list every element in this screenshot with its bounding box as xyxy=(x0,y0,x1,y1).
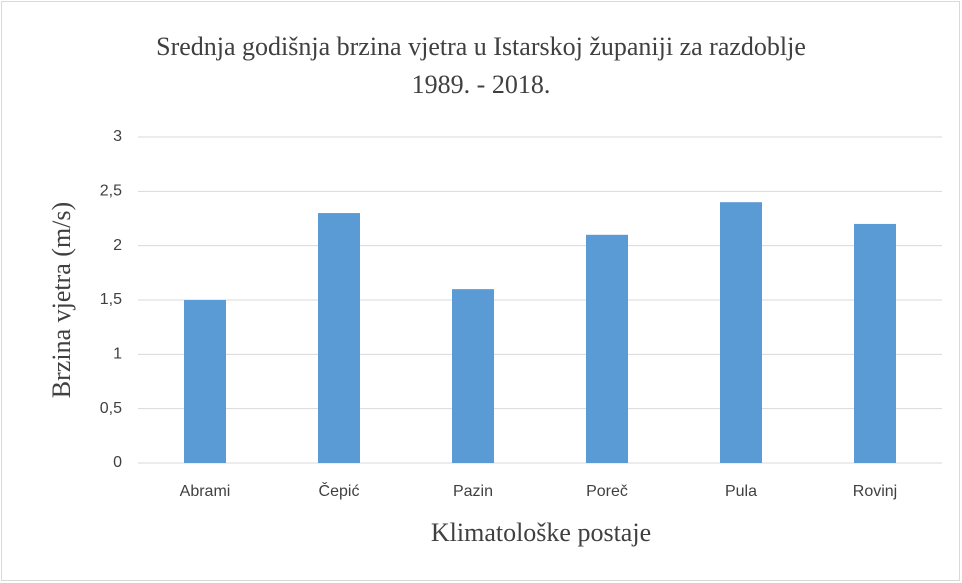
x-tick-label: Čepić xyxy=(319,481,360,500)
y-axis-label: Brzina vjetra (m/s) xyxy=(47,202,76,398)
x-tick-label: Pula xyxy=(725,483,757,500)
y-tick-label: 2,5 xyxy=(100,183,122,200)
x-tick-label: Rovinj xyxy=(853,483,897,500)
bar xyxy=(586,234,628,463)
y-tick-label: 3 xyxy=(113,128,122,145)
x-tick-label: Abrami xyxy=(180,483,231,500)
bar xyxy=(452,289,494,463)
bar xyxy=(184,300,226,463)
bar xyxy=(854,223,896,463)
y-tick-label: 0,5 xyxy=(100,400,122,417)
y-tick-label: 0 xyxy=(113,454,122,471)
y-tick-label: 1 xyxy=(113,346,122,363)
bar xyxy=(318,213,360,463)
x-tick-label: Pazin xyxy=(453,483,493,500)
y-tick-label: 1,5 xyxy=(100,291,122,308)
chart-title: Srednja godišnja brzina vjetra u Istarsk… xyxy=(156,32,806,99)
x-axis-label: Klimatološke postaje xyxy=(431,518,651,547)
x-tick-label: Poreč xyxy=(586,483,628,500)
y-tick-label: 2 xyxy=(113,237,122,254)
bar xyxy=(720,202,762,463)
